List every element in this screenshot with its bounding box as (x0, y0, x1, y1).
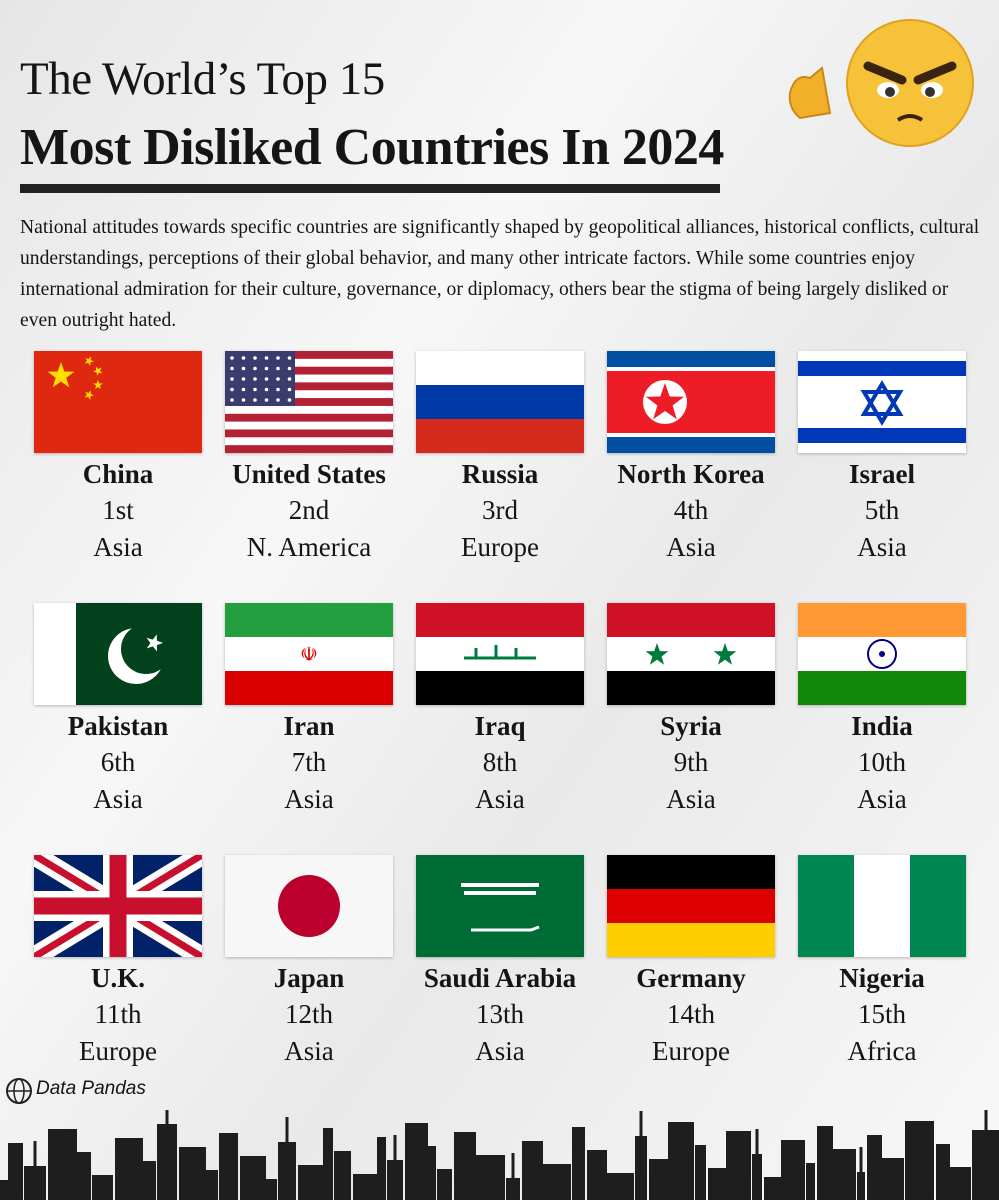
country-rank: 8th (482, 747, 518, 777)
country-name: United States (232, 459, 386, 489)
country-region: Africa (847, 1036, 917, 1066)
country-card: Nigeria 15th Africa (787, 855, 977, 1073)
country-card: Germany 14th Europe (596, 855, 786, 1073)
flag (416, 351, 584, 453)
country-rank: 6th (100, 747, 136, 777)
intro-text: National attitudes towards specific coun… (20, 217, 980, 331)
country-region: Asia (475, 1036, 525, 1066)
country-name: Iran (283, 711, 335, 741)
angry-emoji (788, 19, 974, 147)
country-region: Asia (93, 532, 143, 562)
country-name: China (82, 459, 154, 489)
flag (798, 603, 966, 705)
country-name: U.K. (91, 963, 145, 993)
skyline (0, 1110, 999, 1200)
country-rank: 2nd (288, 495, 330, 525)
flag (607, 603, 775, 705)
country-region: Europe (461, 532, 539, 562)
country-card: Japan 12th Asia (214, 855, 404, 1073)
flag (416, 603, 584, 705)
country-rank: 12th (284, 999, 333, 1029)
country-name: Syria (660, 711, 722, 741)
country-card: ☫ Iran 7th Asia (214, 603, 404, 821)
flag (607, 855, 775, 957)
country-region: Europe (79, 1036, 157, 1066)
country-name: Nigeria (839, 963, 925, 993)
country-card: Russia 3rd Europe (405, 351, 595, 569)
country-rank: 9th (673, 747, 709, 777)
country-region: N. America (246, 532, 372, 562)
country-name: Israel (849, 459, 915, 489)
svg-text:☫: ☫ (300, 644, 318, 666)
country-card: Israel 5th Asia (787, 351, 977, 569)
country-rank: 15th (857, 999, 906, 1029)
country-rank: 3rd (482, 495, 518, 525)
country-card: China 1st Asia (23, 351, 213, 569)
country-name: Saudi Arabia (423, 963, 577, 993)
country-region: Asia (284, 784, 334, 814)
globe-icon (6, 1078, 32, 1104)
country-card: Saudi Arabia 13th Asia (405, 855, 595, 1073)
flag (798, 855, 966, 957)
title-underline (20, 184, 720, 193)
country-region: Asia (857, 532, 907, 562)
flag (34, 855, 202, 957)
country-name: Pakistan (67, 711, 169, 741)
country-rank: 7th (291, 747, 327, 777)
country-name: India (851, 711, 913, 741)
country-name: Russia (461, 459, 539, 489)
country-card: Syria 9th Asia (596, 603, 786, 821)
country-card: North Korea 4th Asia (596, 351, 786, 569)
country-region: Asia (475, 784, 525, 814)
flag (607, 351, 775, 453)
flag (798, 351, 966, 453)
country-region: Asia (857, 784, 907, 814)
country-rank: 5th (864, 495, 900, 525)
title-line1: The World’s Top 15 (20, 53, 385, 105)
flag (416, 855, 584, 957)
country-name: North Korea (617, 459, 765, 489)
title-line2: Most Disliked Countries In 2024 (20, 119, 724, 176)
country-region: Asia (93, 784, 143, 814)
flag (34, 603, 202, 705)
country-card: India 10th Asia (787, 603, 977, 821)
flag (225, 855, 393, 957)
country-region: Asia (284, 1036, 334, 1066)
country-rank: 10th (857, 747, 906, 777)
country-rank: 14th (666, 999, 715, 1029)
country-name: Germany (636, 963, 746, 993)
country-card: Iraq 8th Asia (405, 603, 595, 821)
flag (225, 351, 393, 453)
country-card: Pakistan 6th Asia (23, 603, 213, 821)
country-card: United States 2nd N. America (214, 351, 404, 569)
country-rank: 4th (673, 495, 709, 525)
country-name: Iraq (474, 711, 526, 741)
country-rank: 11th (94, 999, 142, 1029)
source: Data Pandas (36, 1078, 146, 1099)
country-card: U.K. 11th Europe (23, 855, 213, 1073)
country-rank: 1st (102, 495, 134, 525)
flag (34, 351, 202, 453)
country-name: Japan (273, 963, 345, 993)
country-region: Asia (666, 784, 716, 814)
flag: ☫ (225, 603, 393, 705)
country-region: Asia (666, 532, 716, 562)
country-rank: 13th (475, 999, 524, 1029)
country-region: Europe (652, 1036, 730, 1066)
